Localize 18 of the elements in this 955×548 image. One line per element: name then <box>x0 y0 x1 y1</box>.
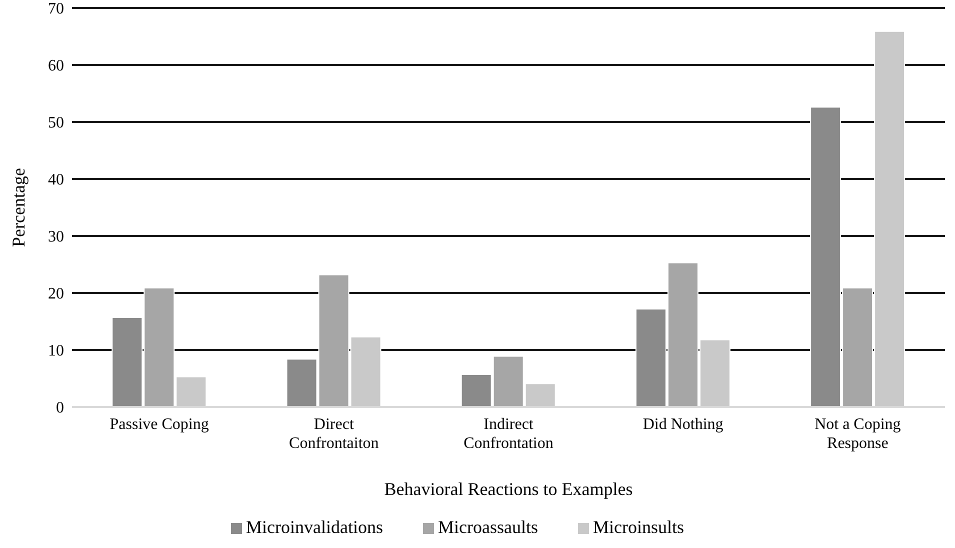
x-tick-label: Direct Confrontaiton <box>289 416 379 452</box>
x-tick-label: Did Nothing <box>642 416 724 433</box>
legend-label: Microinvalidations <box>246 517 383 537</box>
x-tick-label: Indirect Confrontation <box>464 416 554 452</box>
y-tick-label: 50 <box>48 114 64 132</box>
legend-label: Microassaults <box>438 517 538 537</box>
y-tick-label: 70 <box>48 0 64 18</box>
y-tick-label: 0 <box>56 400 64 417</box>
y-axis-title: Percentage <box>8 168 28 247</box>
y-tick-label: 40 <box>48 172 64 189</box>
legend-label: Microinsults <box>592 517 684 537</box>
x-tick-label: Not a Coping Response <box>814 416 901 452</box>
y-tick-label: 60 <box>48 58 64 75</box>
x-axis-title: Behavioral Reactions to Examples <box>384 479 633 499</box>
y-tick-label: 10 <box>48 342 64 360</box>
x-tick-label: Passive Coping <box>110 416 209 433</box>
y-tick-label: 30 <box>48 228 64 246</box>
y-tick-label: 20 <box>48 286 64 303</box>
